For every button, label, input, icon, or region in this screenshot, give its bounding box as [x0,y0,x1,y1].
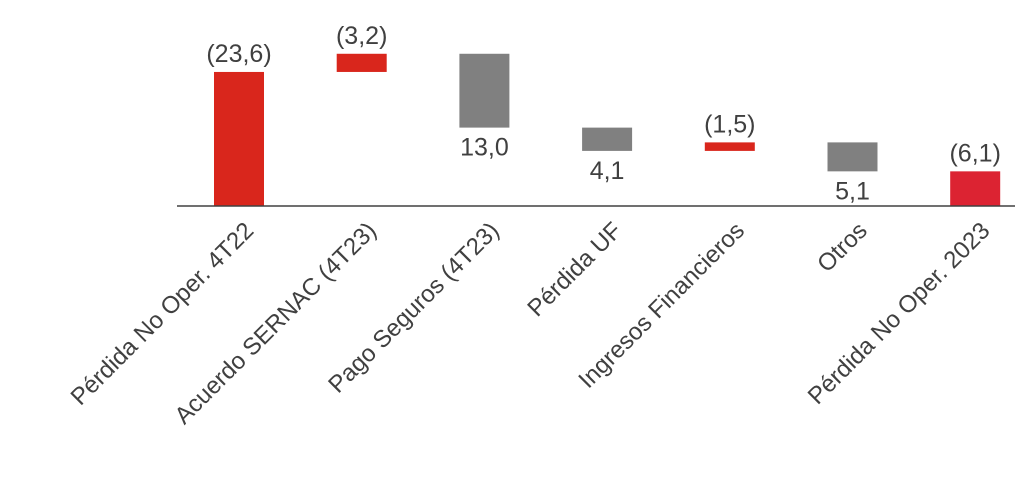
bar-6 [827,142,878,172]
bars-group [214,53,1001,207]
bar-7 [950,171,1001,206]
bar-5 [704,142,755,151]
value-label-6: 5,1 [835,177,870,205]
category-label-4: Pérdida UF [522,217,627,322]
value-label-5: (1,5) [704,110,755,138]
value-label-3: 13,0 [460,134,509,162]
bar-2 [336,53,387,72]
category-label-6: Otros [812,217,873,278]
value-label-7: (6,1) [949,139,1000,167]
bar-1 [214,71,264,207]
value-label-1: (23,6) [206,40,271,68]
value-label-4: 4,1 [590,157,625,185]
value-label-2: (3,2) [336,22,387,50]
bar-3 [459,53,510,128]
value-labels-group: (23,6) (3,2) 13,0 4,1 (1,5) 5,1 (6,1) [206,22,1001,206]
category-label-2: Acuerdo SERNAC (4T23) [170,217,382,429]
bar-4 [582,127,633,151]
